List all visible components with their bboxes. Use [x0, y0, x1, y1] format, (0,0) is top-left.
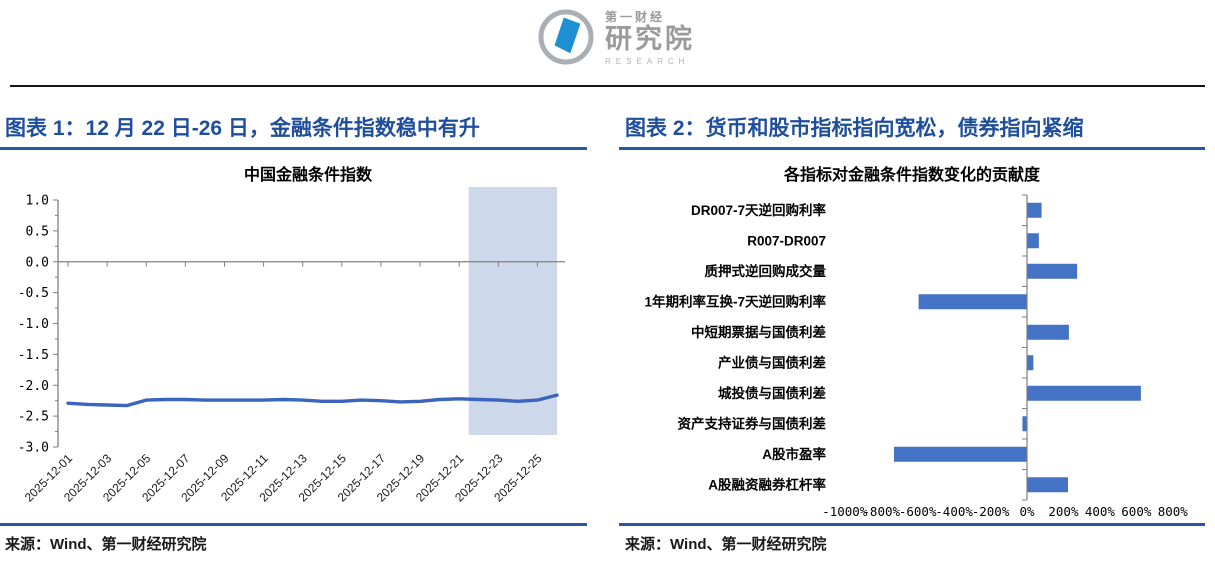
- category-label: DR007-7天逆回购利率: [691, 202, 827, 218]
- category-label: 1年期利率互换-7天逆回购利率: [644, 294, 826, 310]
- contribution-bar: [918, 294, 1027, 310]
- contribution-bar: [1027, 385, 1141, 401]
- y-tick-label: -1.5: [18, 348, 49, 363]
- contribution-bar: [1027, 202, 1042, 218]
- bars: [893, 202, 1141, 493]
- category-label: 质押式逆回购成交量: [705, 263, 827, 279]
- bar-chart-contributions: 各指标对金融条件指数变化的贡献度 DR007-7天逆回购利率 R007-DR007 质…: [644, 165, 1189, 519]
- figure1-title-underline: [0, 147, 587, 150]
- chart1-title: 中国金融条件指数: [244, 165, 373, 184]
- x-tick-label: -600%: [899, 504, 937, 519]
- y-tick-label: 1.0: [26, 194, 49, 209]
- category-label: A股融资融券杠杆率: [708, 477, 826, 493]
- fci-series-line: [66, 393, 559, 408]
- category-labels: DR007-7天逆回购利率 R007-DR007 质押式逆回购成交量 1年期利率互换-…: [644, 202, 827, 493]
- x-tick-label: -1000%: [822, 504, 868, 519]
- y-tick-label: -1.0: [18, 317, 49, 332]
- line-chart-fci: 中国金融条件指数 1.0 0.5 0.0 -0.5 -1.0 -1.5 -2.0 -2.5 -3.…: [18, 165, 565, 505]
- brand-logo-text: 第一财经 研究院 RESEARCH: [605, 5, 695, 66]
- y-tick-label: -2.0: [18, 379, 49, 394]
- brand-name-small: 第一财经: [605, 10, 666, 24]
- brand-name-large: 研究院: [605, 24, 695, 54]
- y-axis: 1.0 0.5 0.0 -0.5 -1.0 -1.5 -2.0 -2.5 -3.0: [18, 194, 59, 456]
- x-tick-label: -200%: [972, 504, 1010, 519]
- contribution-bar: [1027, 263, 1078, 279]
- figure1-title: 图表 1：12 月 22 日-26 日，金融条件指数稳中有升: [5, 117, 480, 140]
- category-label: R007-DR007: [747, 234, 826, 249]
- figure2-title-underline: [619, 147, 1205, 150]
- category-label: 中短期票据与国债利差: [691, 324, 826, 340]
- brand-name-sub: RESEARCH: [605, 57, 690, 66]
- value-axis: -1000%-800%-600%-400%-200% 0% 200% 400% 600%…: [822, 194, 1189, 519]
- x-tick-label: 400%: [1085, 504, 1116, 519]
- contribution-bar: [893, 446, 1027, 462]
- figure2-title: 图表 2：货币和股市指标指向宽松，债券指向紧缩: [625, 117, 1084, 140]
- category-label: 资产支持证券与国债利差: [678, 416, 827, 432]
- figure1-bottom-rule: [0, 523, 587, 526]
- highlight-band: [468, 187, 557, 435]
- y-tick-label: 0.5: [26, 224, 49, 239]
- figure2-source: 来源：Wind、第一财经研究院: [625, 536, 827, 553]
- contribution-bar: [1027, 355, 1034, 371]
- contribution-bar: [1027, 477, 1068, 493]
- x-tick-label: 600%: [1121, 504, 1152, 519]
- top-divider: [10, 85, 1205, 87]
- brand-logo: 第一财经 研究院 RESEARCH: [538, 5, 695, 67]
- figure2-bottom-rule: [619, 523, 1205, 526]
- x-tick-label: -400%: [935, 504, 973, 519]
- contribution-bar: [1022, 416, 1027, 432]
- x-tick-label: 0%: [1019, 504, 1035, 519]
- figure1-source: 来源：Wind、第一财经研究院: [5, 536, 207, 553]
- y-tick-label: 0.0: [26, 255, 49, 270]
- category-label: 城投债与国债利差: [718, 385, 826, 401]
- y-tick-label: -0.5: [18, 286, 49, 301]
- category-label: 产业债与国债利差: [718, 355, 826, 371]
- y-tick-label: -3.0: [18, 441, 49, 456]
- brand-logo-icon: [538, 9, 594, 65]
- x-tick-label: 200%: [1048, 504, 1079, 519]
- x-tick-label: 800%: [1158, 504, 1189, 519]
- y-tick-label: -2.5: [18, 410, 49, 425]
- x-tick-label: -800%: [862, 504, 900, 519]
- chart2-title: 各指标对金融条件指数变化的贡献度: [783, 165, 1041, 184]
- contribution-bar: [1027, 233, 1039, 249]
- category-label: A股市盈率: [762, 446, 826, 462]
- contribution-bar: [1027, 324, 1069, 340]
